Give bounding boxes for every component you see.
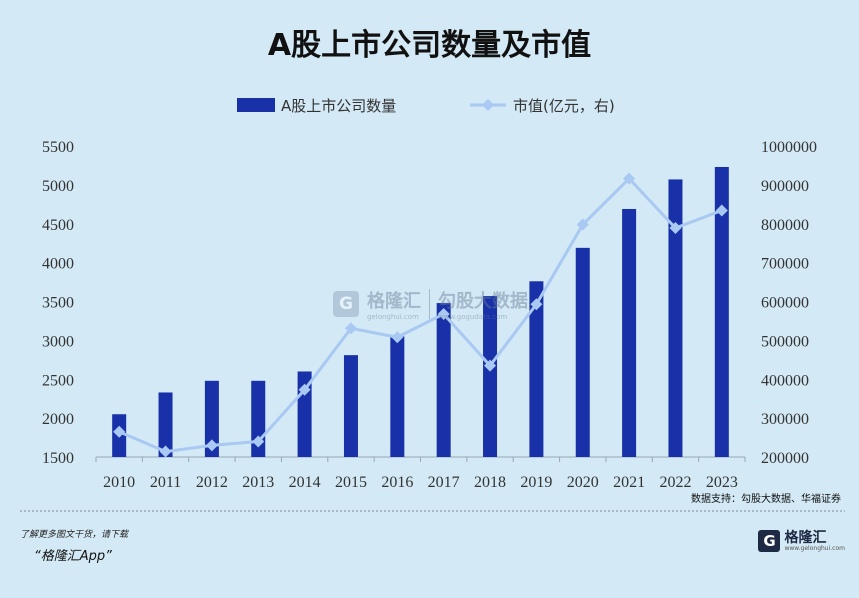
y-left-tick-label: 3000 (42, 333, 74, 350)
x-ticks: 2010 2011 2012 2013 2014 2015 2016 2017 2018 2019… (95, 457, 746, 491)
bar (714, 166, 729, 457)
legend-swatch-bar (237, 98, 275, 112)
bar (343, 355, 358, 457)
x-tick-label: 2018 (474, 474, 506, 491)
y-left-tick-label: 5000 (42, 178, 74, 195)
y-right-tick-label: 200000 (761, 450, 809, 467)
bar (622, 208, 637, 457)
brand: G 格隆汇 www.gelonghui.com (758, 530, 845, 552)
line-point (113, 425, 126, 438)
legend-label-line: 市值(亿元，右) (513, 97, 615, 115)
y-right-tick-label: 600000 (761, 295, 809, 312)
chart-canvas: A股上市公司数量 市值(亿元，右) 1500 2000 2500 3000 3500 40… (42, 97, 817, 491)
x-tick-label: 2013 (242, 474, 274, 491)
y-right-tick-label: 300000 (761, 411, 809, 428)
series-line (118, 176, 723, 454)
y-left-tick-label: 2000 (42, 411, 74, 428)
y-left-tick-label: 1500 (42, 450, 74, 467)
line-series (113, 172, 728, 458)
bar (204, 380, 219, 457)
footer-note: 了解更多图文干货，请下载 (20, 530, 129, 540)
x-tick-label: 2014 (289, 474, 321, 491)
line-point (391, 331, 404, 344)
line-point (530, 298, 543, 311)
y-right-tick-label: 900000 (761, 178, 809, 195)
brand-name: 格隆汇 (784, 529, 827, 546)
y-right-tick-label: 500000 (761, 333, 809, 350)
line-point (669, 222, 682, 235)
x-tick-label: 2011 (150, 474, 181, 491)
line-point (484, 359, 497, 372)
x-tick-label: 2020 (567, 474, 599, 491)
x-tick-label: 2012 (196, 474, 228, 491)
line-point (715, 204, 728, 217)
y-left-tick-label: 4500 (42, 217, 74, 234)
line-point (437, 307, 450, 320)
legend-label-bar: A股上市公司数量 (281, 97, 396, 115)
y-right-ticks: 200000 300000 400000 500000 600000 700000 8000… (761, 139, 817, 467)
x-tick-label: 2016 (381, 474, 413, 491)
bar (575, 247, 590, 457)
bar (436, 303, 451, 457)
line-point (344, 322, 357, 335)
x-tick-label: 2015 (335, 474, 367, 491)
line-point (159, 445, 172, 458)
line-point (205, 439, 218, 452)
x-tick-label: 2019 (520, 474, 552, 491)
line-point (252, 435, 265, 448)
x-tick-label: 2017 (428, 474, 460, 491)
bar (158, 392, 173, 457)
y-left-tick-label: 2500 (42, 372, 74, 389)
x-tick-label: 2010 (103, 474, 135, 491)
bar-series (112, 166, 729, 457)
legend-swatch-marker (482, 99, 494, 111)
brand-logo-icon: G (758, 530, 781, 552)
bar (668, 179, 683, 457)
x-tick-label: 2022 (659, 474, 691, 491)
line-point (576, 218, 589, 231)
y-left-ticks: 1500 2000 2500 3000 3500 4000 4500 5000 5500 (42, 139, 74, 467)
footer-app: “格隆汇App” (34, 549, 112, 564)
brand-url: www.gelonghui.com (784, 544, 845, 552)
y-right-tick-label: 400000 (761, 372, 809, 389)
bar (390, 336, 405, 457)
y-left-tick-label: 3500 (42, 295, 74, 312)
y-left-tick-label: 5500 (42, 139, 74, 156)
x-tick-label: 2021 (613, 474, 645, 491)
source-note: 数据支持：勾股大数据、华福证券 (691, 494, 841, 505)
bar (483, 296, 498, 457)
y-right-tick-label: 1000000 (761, 139, 817, 156)
y-right-tick-label: 800000 (761, 217, 809, 234)
legend: A股上市公司数量 市值(亿元，右) (237, 97, 615, 115)
footer-divider (20, 510, 845, 512)
line-point (298, 383, 311, 396)
bar (529, 281, 544, 457)
line-point (623, 172, 636, 185)
x-tick-label: 2023 (706, 474, 738, 491)
chart-title: A股上市公司数量及市值 (267, 28, 592, 63)
y-right-tick-label: 700000 (761, 256, 809, 273)
y-left-tick-label: 4000 (42, 256, 74, 273)
